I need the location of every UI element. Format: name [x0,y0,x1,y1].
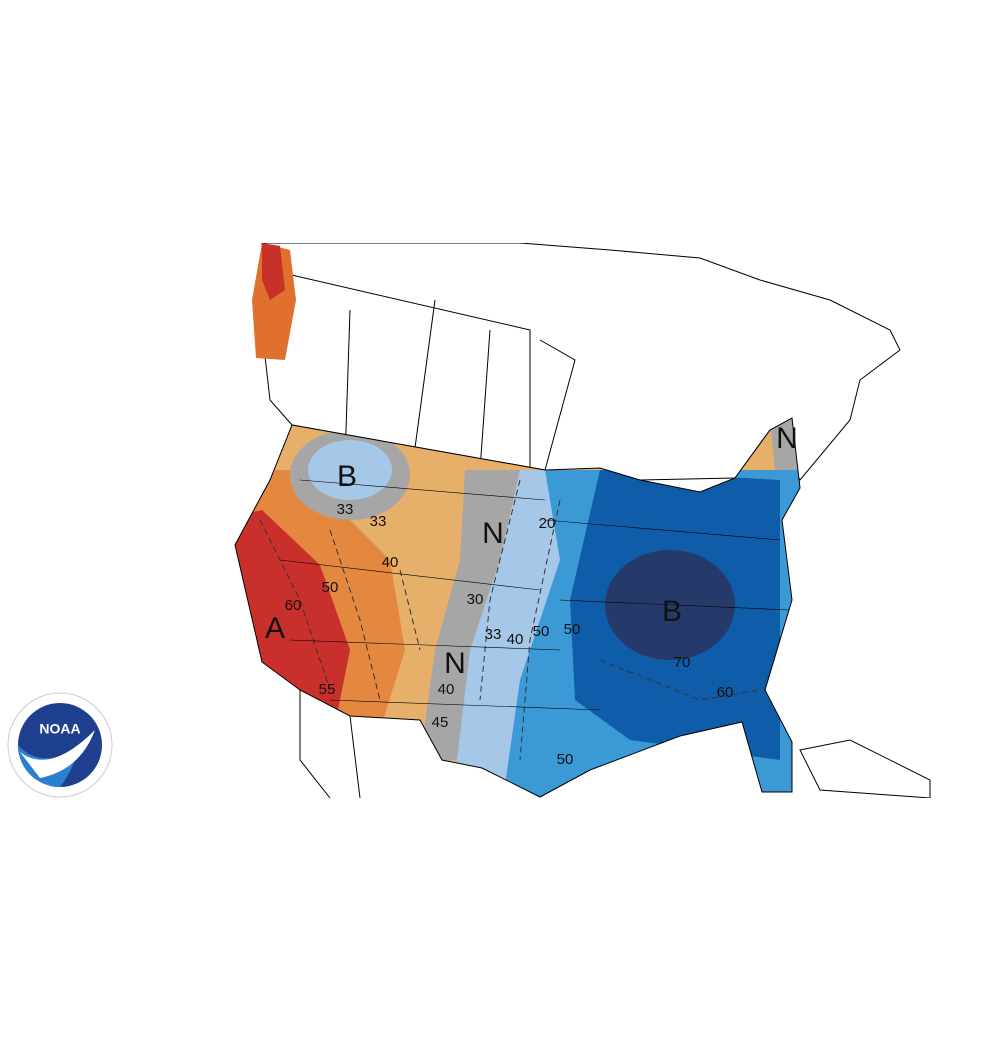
caribbean [799,739,931,798]
contour-label: 60 [717,684,734,701]
contour-label: 70 [674,654,691,671]
contour-label: 55 [319,681,336,698]
category-label: N [776,422,798,455]
category-label: A [265,612,285,645]
category-label: N [482,517,504,550]
contour-label: 20 [539,515,556,532]
map [234,243,931,798]
contour-label: 40 [438,681,455,698]
us-outline [234,417,801,798]
contour-label: 40 [507,631,524,648]
contour-label: 60 [285,597,302,614]
noaa-logo: NOAA [7,692,113,798]
mexico-borders [299,690,361,798]
category-label: B [662,595,682,628]
alaska-red [262,243,285,300]
category-label: N [444,647,466,680]
contour-label: 50 [322,579,339,596]
contour-label: 45 [432,714,449,731]
contour-label: 50 [533,623,550,640]
contour-label: 33 [370,513,387,530]
category-label: B [337,460,357,493]
contour-label: 40 [382,554,399,571]
contour-label: 50 [557,751,574,768]
contour-label: 50 [564,621,581,638]
contour-label: 33 [337,501,354,518]
contour-label: 33 [485,626,502,643]
logo-text: NOAA [39,721,80,737]
province-borders [269,269,576,471]
contour-label: 30 [467,591,484,608]
